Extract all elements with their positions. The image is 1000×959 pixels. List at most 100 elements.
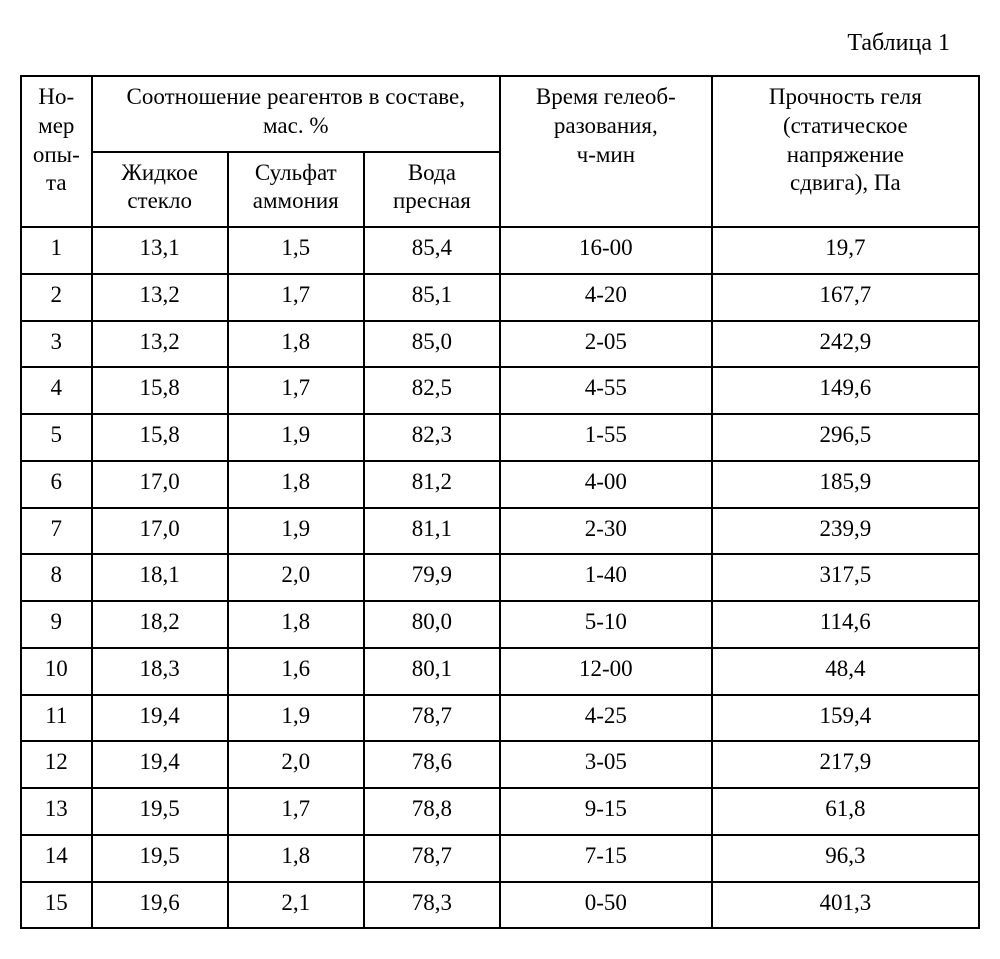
- cell-number: 15: [21, 882, 92, 929]
- cell-ammonium-sulfate: 1,8: [228, 321, 364, 368]
- cell-gel-strength: 19,7: [712, 227, 979, 274]
- cell-gel-strength: 48,4: [712, 648, 979, 695]
- cell-number: 7: [21, 508, 92, 555]
- cell-ammonium-sulfate: 1,7: [228, 788, 364, 835]
- cell-number: 5: [21, 414, 92, 461]
- cell-liquid-glass: 18,2: [92, 601, 228, 648]
- cell-number: 6: [21, 461, 92, 508]
- cell-ammonium-sulfate: 1,9: [228, 414, 364, 461]
- cell-number: 10: [21, 648, 92, 695]
- cell-ammonium-sulfate: 2,0: [228, 741, 364, 788]
- cell-liquid-glass: 17,0: [92, 461, 228, 508]
- cell-gel-strength: 114,6: [712, 601, 979, 648]
- cell-gel-time: 1-55: [500, 414, 712, 461]
- cell-gel-time: 5-10: [500, 601, 712, 648]
- cell-ammonium-sulfate: 1,8: [228, 835, 364, 882]
- cell-gel-strength: 167,7: [712, 274, 979, 321]
- cell-ammonium-sulfate: 2,0: [228, 554, 364, 601]
- cell-gel-time: 2-05: [500, 321, 712, 368]
- table-row: 1519,62,178,30-50401,3: [21, 882, 979, 929]
- table-body: 113,11,585,416-0019,7213,21,785,14-20167…: [21, 227, 979, 928]
- cell-liquid-glass: 13,2: [92, 274, 228, 321]
- table-head: Но- мер опы- та Соотношение реагентов в …: [21, 76, 979, 227]
- cell-fresh-water: 85,0: [364, 321, 500, 368]
- cell-liquid-glass: 18,3: [92, 648, 228, 695]
- cell-fresh-water: 78,6: [364, 741, 500, 788]
- cell-gel-time: 4-00: [500, 461, 712, 508]
- cell-fresh-water: 80,1: [364, 648, 500, 695]
- cell-gel-time: 16-00: [500, 227, 712, 274]
- cell-liquid-glass: 19,5: [92, 835, 228, 882]
- cell-ammonium-sulfate: 1,6: [228, 648, 364, 695]
- table-row: 617,01,881,24-00185,9: [21, 461, 979, 508]
- table-row: 1219,42,078,63-05217,9: [21, 741, 979, 788]
- table-caption: Таблица 1: [20, 30, 950, 57]
- cell-gel-strength: 61,8: [712, 788, 979, 835]
- cell-number: 3: [21, 321, 92, 368]
- table-row: 113,11,585,416-0019,7: [21, 227, 979, 274]
- cell-gel-strength: 217,9: [712, 741, 979, 788]
- cell-number: 9: [21, 601, 92, 648]
- cell-fresh-water: 78,8: [364, 788, 500, 835]
- header-fresh-water: Вода пресная: [364, 152, 500, 228]
- cell-gel-time: 4-55: [500, 367, 712, 414]
- cell-fresh-water: 78,3: [364, 882, 500, 929]
- table-row: 415,81,782,54-55149,6: [21, 367, 979, 414]
- cell-liquid-glass: 19,4: [92, 741, 228, 788]
- data-table: Но- мер опы- та Соотношение реагентов в …: [20, 75, 980, 929]
- cell-gel-time: 1-40: [500, 554, 712, 601]
- cell-gel-strength: 242,9: [712, 321, 979, 368]
- cell-fresh-water: 85,4: [364, 227, 500, 274]
- cell-gel-time: 3-05: [500, 741, 712, 788]
- table-row: 717,01,981,12-30239,9: [21, 508, 979, 555]
- cell-gel-strength: 401,3: [712, 882, 979, 929]
- cell-fresh-water: 79,9: [364, 554, 500, 601]
- cell-liquid-glass: 15,8: [92, 367, 228, 414]
- cell-liquid-glass: 18,1: [92, 554, 228, 601]
- table-row: 1319,51,778,89-1561,8: [21, 788, 979, 835]
- header-experiment-number: Но- мер опы- та: [21, 76, 92, 227]
- cell-fresh-water: 81,1: [364, 508, 500, 555]
- header-liquid-glass: Жидкое стекло: [92, 152, 228, 228]
- cell-liquid-glass: 19,4: [92, 695, 228, 742]
- cell-ammonium-sulfate: 2,1: [228, 882, 364, 929]
- cell-number: 13: [21, 788, 92, 835]
- cell-gel-strength: 296,5: [712, 414, 979, 461]
- cell-liquid-glass: 13,2: [92, 321, 228, 368]
- cell-gel-time: 0-50: [500, 882, 712, 929]
- cell-number: 4: [21, 367, 92, 414]
- header-gel-strength: Прочность геля (статическое напряжение с…: [712, 76, 979, 227]
- cell-ammonium-sulfate: 1,9: [228, 508, 364, 555]
- cell-liquid-glass: 13,1: [92, 227, 228, 274]
- cell-ammonium-sulfate: 1,9: [228, 695, 364, 742]
- cell-fresh-water: 82,3: [364, 414, 500, 461]
- cell-ammonium-sulfate: 1,7: [228, 274, 364, 321]
- cell-gel-strength: 239,9: [712, 508, 979, 555]
- cell-liquid-glass: 19,5: [92, 788, 228, 835]
- header-reagent-ratio: Соотношение реагентов в составе, мас. %: [92, 76, 500, 152]
- cell-number: 8: [21, 554, 92, 601]
- header-gel-time: Время гелеоб- разования, ч-мин: [500, 76, 712, 227]
- table-row: 918,21,880,05-10114,6: [21, 601, 979, 648]
- header-ammonium-sulfate: Сульфат аммония: [228, 152, 364, 228]
- cell-liquid-glass: 17,0: [92, 508, 228, 555]
- cell-ammonium-sulfate: 1,5: [228, 227, 364, 274]
- cell-gel-time: 7-15: [500, 835, 712, 882]
- cell-gel-strength: 149,6: [712, 367, 979, 414]
- cell-fresh-water: 85,1: [364, 274, 500, 321]
- cell-ammonium-sulfate: 1,8: [228, 601, 364, 648]
- cell-number: 2: [21, 274, 92, 321]
- cell-gel-strength: 317,5: [712, 554, 979, 601]
- cell-gel-strength: 96,3: [712, 835, 979, 882]
- cell-gel-strength: 159,4: [712, 695, 979, 742]
- cell-fresh-water: 78,7: [364, 695, 500, 742]
- cell-number: 1: [21, 227, 92, 274]
- cell-liquid-glass: 19,6: [92, 882, 228, 929]
- table-row: 213,21,785,14-20167,7: [21, 274, 979, 321]
- cell-gel-time: 4-20: [500, 274, 712, 321]
- cell-number: 14: [21, 835, 92, 882]
- table-row: 818,12,079,91-40317,5: [21, 554, 979, 601]
- cell-number: 12: [21, 741, 92, 788]
- table-row: 1119,41,978,74-25159,4: [21, 695, 979, 742]
- cell-fresh-water: 82,5: [364, 367, 500, 414]
